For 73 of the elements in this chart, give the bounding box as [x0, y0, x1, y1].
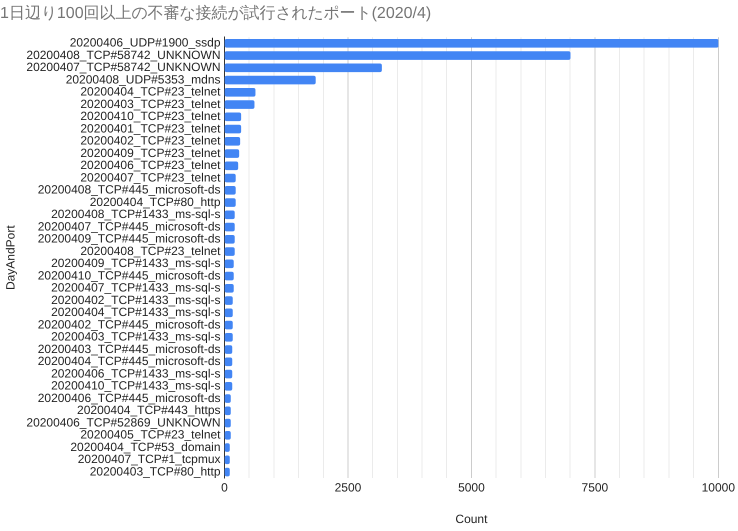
x-tick-label: 0 [221, 480, 228, 495]
bar [224, 136, 240, 146]
bar [224, 259, 234, 268]
bar [224, 161, 238, 170]
y-tick-label: 20200404_TCP#23_telnet [80, 84, 222, 99]
y-tick-label: 20200404_TCP#445_microsoft-ds [38, 354, 221, 368]
y-tick-label: 20200407_TCP#23_telnet [80, 170, 222, 184]
y-tick-label: 20200402_TCP#1433_ms-sql-s [51, 292, 221, 307]
y-tick-label: 20200409_TCP#23_telnet [80, 146, 222, 160]
bar [224, 174, 236, 182]
y-tick-label: 20200403_TCP#1433_ms-sql-s [51, 330, 221, 344]
bar [224, 234, 235, 244]
y-tick-label: 20200405_TCP#23_telnet [80, 428, 222, 442]
bar [224, 210, 235, 220]
y-tick-label: 20200403_TCP#80_http [90, 464, 221, 478]
x-tick-label: 10000 [702, 480, 736, 495]
y-tick-label: 20200404_TCP#80_http [90, 194, 221, 209]
y-tick-label: 20200404_TCP#53_domain [70, 440, 221, 454]
y-tick-label: 20200402_TCP#23_telnet [80, 134, 222, 148]
bar [224, 100, 254, 109]
x-tick-label: 5000 [458, 480, 486, 495]
bar [224, 296, 233, 305]
y-tick-label: 20200406_TCP#445_microsoft-ds [38, 390, 221, 405]
bar [224, 382, 232, 391]
y-axis-title: DayAndPort [4, 224, 18, 290]
y-tick-label: 20200408_UDP#5353_mdns [66, 72, 221, 86]
bar [224, 370, 232, 378]
y-tick-label: 20200407_TCP#1_tcpmux [78, 452, 221, 466]
x-tick-label: 7500 [582, 480, 609, 495]
y-tick-label: 20200406_TCP#52869_UNKNOWN [26, 415, 221, 430]
bar [224, 332, 233, 342]
y-tick-label: 20200406_UDP#1900_ssdp [70, 36, 221, 50]
bar [224, 186, 236, 195]
y-tick-label: 20200404_TCP#443_https [77, 403, 221, 418]
y-tick-label: 20200408_TCP#1433_ms-sql-s [51, 207, 221, 222]
bar [224, 198, 236, 207]
y-tick-label: 20200409_TCP#445_microsoft-ds [38, 232, 221, 246]
chart-title: 1日辺り100回以上の不審な接続が試行されたポート(2020/4) [0, 4, 432, 22]
bar [224, 247, 235, 256]
y-tick-label: 20200410_TCP#1433_ms-sql-s [51, 378, 221, 393]
y-tick-label: 20200407_TCP#1433_ms-sql-s [51, 280, 221, 295]
y-tick-label: 20200408_TCP#58742_UNKNOWN [26, 48, 221, 62]
y-tick-label: 20200408_TCP#23_telnet [80, 244, 222, 258]
bar [224, 63, 382, 72]
bar [224, 284, 234, 293]
y-tick-label: 20200403_TCP#445_microsoft-ds [38, 342, 221, 356]
y-tick-label: 20200406_TCP#23_telnet [80, 158, 222, 172]
bar [224, 222, 235, 232]
y-tick-label: 20200402_TCP#445_microsoft-ds [38, 317, 221, 332]
bar [224, 149, 240, 158]
bar [224, 320, 233, 330]
bar [224, 38, 718, 48]
bar [224, 51, 571, 60]
y-tick-label: 20200408_TCP#445_microsoft-ds [38, 182, 221, 197]
bar [224, 88, 256, 97]
bar [224, 272, 234, 280]
x-tick-label: 2500 [334, 480, 362, 495]
y-tick-label: 20200407_TCP#58742_UNKNOWN [26, 60, 221, 74]
bar [224, 124, 242, 134]
y-tick-label: 20200409_TCP#1433_ms-sql-s [51, 256, 221, 270]
bar [224, 308, 233, 318]
x-axis-title: Count [455, 512, 488, 526]
y-tick-label: 20200403_TCP#23_telnet [80, 96, 222, 111]
y-tick-label: 20200406_TCP#1433_ms-sql-s [51, 366, 221, 380]
bar [224, 76, 316, 84]
bar [224, 345, 232, 354]
y-tick-label: 20200410_TCP#23_telnet [80, 109, 222, 124]
y-tick-label: 20200401_TCP#23_telnet [80, 121, 222, 136]
y-tick-label: 20200410_TCP#445_microsoft-ds [38, 268, 221, 282]
y-tick-label: 20200404_TCP#1433_ms-sql-s [51, 305, 221, 320]
bar [224, 357, 232, 366]
bar [224, 112, 242, 122]
y-tick-label: 20200407_TCP#445_microsoft-ds [38, 219, 221, 234]
